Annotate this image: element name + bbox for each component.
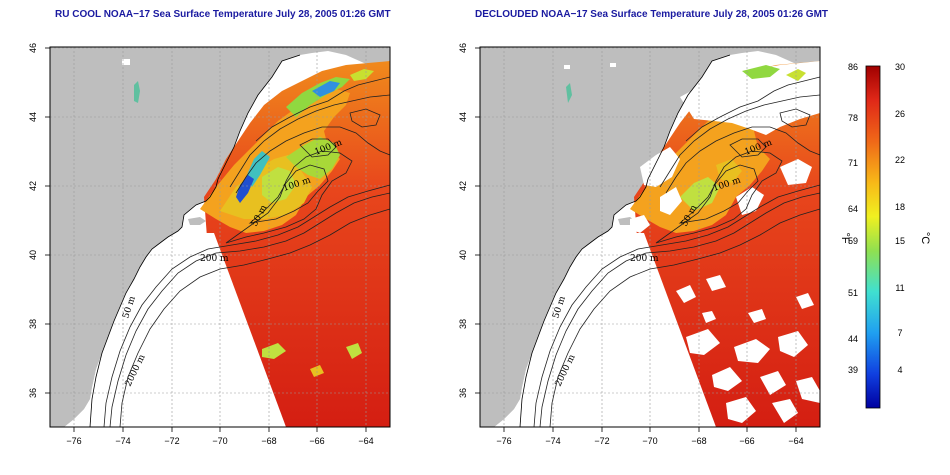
cool-speck (566, 83, 572, 103)
celsius-unit-label: °C (919, 232, 931, 244)
x-tick-label: −76 (66, 436, 81, 446)
bathymetry-contours (533, 76, 821, 428)
temperature-colorbar: 86 78 71 64 59 51 44 39 30 26 22 18 15 1… (839, 62, 931, 409)
land-mass (480, 237, 598, 427)
cool-patch (350, 69, 374, 81)
x-axis-ticks (73, 427, 367, 432)
y-tick-label: 38 (458, 319, 468, 329)
x-tick-label: −72 (164, 436, 179, 446)
cool-speck (346, 343, 362, 359)
map-title-raw: RU COOL NOAA−17 Sea Surface Temperature … (55, 9, 391, 20)
x-tick-label: −74 (115, 436, 130, 446)
x-axis-ticks (503, 427, 797, 432)
y-tick-label: 46 (458, 43, 468, 53)
x-tick-label: −64 (358, 436, 373, 446)
cool-speck (134, 81, 140, 103)
celsius-tick-label: 18 (895, 202, 905, 212)
cold-patch (312, 81, 340, 97)
map-title-declouded: DECLOUDED NOAA−17 Sea Surface Temperatur… (475, 9, 829, 20)
x-tick-label: −70 (212, 436, 227, 446)
y-tick-label: 44 (458, 112, 468, 122)
y-axis-labels: 46 44 42 40 38 36 (28, 43, 38, 398)
bathymetry-contours (103, 76, 391, 428)
x-axis-labels: −76 −74 −72 −70 −68 −66 −64 (66, 436, 373, 446)
x-tick-label: −72 (594, 436, 609, 446)
celsius-tick-label: 22 (895, 155, 905, 165)
celsius-tick-label: 26 (895, 109, 905, 119)
x-tick-label: −68 (691, 436, 706, 446)
cool-patch (262, 167, 296, 203)
fahrenheit-tick-label: 64 (848, 204, 858, 214)
x-tick-label: −70 (642, 436, 657, 446)
y-tick-label: 42 (458, 181, 468, 191)
land-mass (50, 237, 168, 427)
fahrenheit-tick-label: 86 (848, 62, 858, 72)
y-tick-label: 40 (458, 250, 468, 260)
y-tick-label: 36 (458, 388, 468, 398)
cool-speck (262, 343, 286, 359)
cloud-mask (676, 275, 820, 423)
colorbar-fahrenheit-labels: 86 78 71 64 59 51 44 39 (848, 62, 858, 375)
y-tick-label: 40 (28, 250, 38, 260)
x-axis-labels: −76 −74 −72 −70 −68 −66 −64 (496, 436, 803, 446)
no-data-swath (90, 233, 286, 427)
fahrenheit-unit-label: °F (839, 232, 851, 243)
cold-patch (236, 175, 254, 203)
y-tick-label: 46 (28, 43, 38, 53)
celsius-tick-label: 30 (895, 62, 905, 72)
y-axis-ticks (45, 47, 50, 394)
colorbar-gradient (865, 65, 881, 409)
fahrenheit-tick-label: 71 (848, 158, 858, 168)
colorbar-celsius-labels: 30 26 22 18 15 11 7 4 (895, 62, 905, 375)
fahrenheit-tick-label: 44 (848, 334, 858, 344)
x-tick-label: −68 (261, 436, 276, 446)
y-tick-label: 44 (28, 112, 38, 122)
coastline (89, 54, 301, 428)
y-tick-label: 42 (28, 181, 38, 191)
contour-label: 200 m (630, 254, 659, 264)
y-tick-label: 38 (28, 319, 38, 329)
fahrenheit-tick-label: 59 (848, 236, 858, 246)
map-panel-raw: 100 m 100 m 50 m 200 m 50 m 2000 m −76 −… (28, 43, 391, 446)
cloud-speck (122, 59, 130, 65)
contour-label: 200 m (200, 254, 229, 264)
fahrenheit-tick-label: 39 (848, 365, 858, 375)
x-tick-label: −66 (739, 436, 754, 446)
cool-patch (716, 159, 742, 183)
georges-bank-cool-patch (286, 137, 340, 179)
celsius-tick-label: 7 (897, 328, 902, 338)
x-tick-label: −64 (788, 436, 803, 446)
no-data-swath (520, 233, 716, 427)
cool-patch (742, 65, 780, 79)
x-tick-label: −76 (496, 436, 511, 446)
celsius-tick-label: 4 (897, 365, 902, 375)
graticule (50, 47, 390, 427)
fahrenheit-tick-label: 51 (848, 288, 858, 298)
x-tick-label: −74 (545, 436, 560, 446)
celsius-tick-label: 11 (895, 283, 904, 293)
celsius-tick-label: 15 (895, 236, 905, 246)
coastline (519, 54, 731, 428)
cool-patch (680, 177, 720, 211)
fahrenheit-tick-label: 78 (848, 113, 858, 123)
map-panel-declouded: 100 m 100 m 50 m 200 m 50 m 2000 m −76 −… (458, 43, 821, 446)
y-axis-labels: 46 44 42 40 38 36 (458, 43, 468, 398)
x-tick-label: −66 (309, 436, 324, 446)
y-axis-ticks (475, 47, 480, 394)
y-tick-label: 36 (28, 388, 38, 398)
